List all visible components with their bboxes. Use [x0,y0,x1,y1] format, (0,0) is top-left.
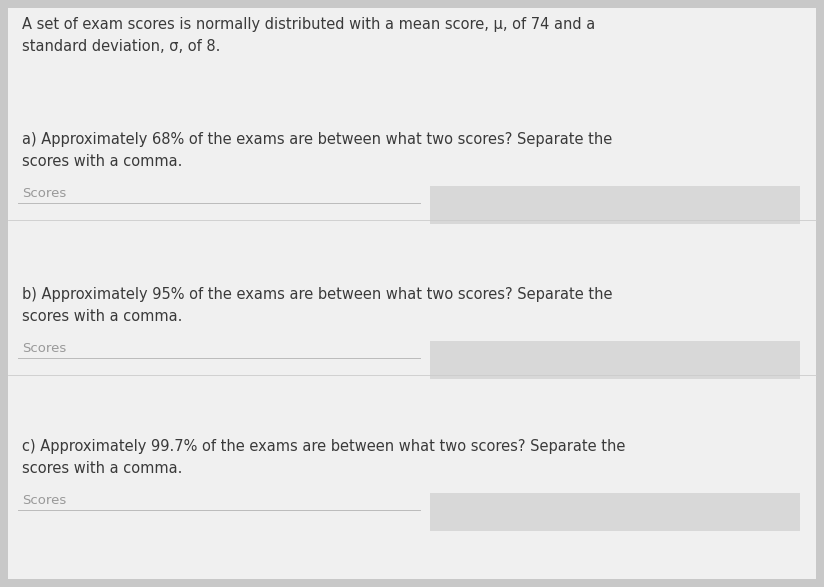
Text: b) Approximately 95% of the exams are between what two scores? Separate the
scor: b) Approximately 95% of the exams are be… [22,287,612,323]
Text: Scores: Scores [22,187,66,200]
Bar [430,493,800,531]
Text: c) Approximately 99.7% of the exams are between what two scores? Separate the
sc: c) Approximately 99.7% of the exams are … [22,439,625,475]
Bar [430,341,800,379]
Text: A set of exam scores is normally distributed with a mean score, μ, of 74 and a
s: A set of exam scores is normally distrib… [22,17,595,53]
Text: Scores: Scores [22,342,66,355]
Bar [430,186,800,224]
Text: a) Approximately 68% of the exams are between what two scores? Separate the
scor: a) Approximately 68% of the exams are be… [22,132,612,168]
Text: Scores: Scores [22,494,66,507]
